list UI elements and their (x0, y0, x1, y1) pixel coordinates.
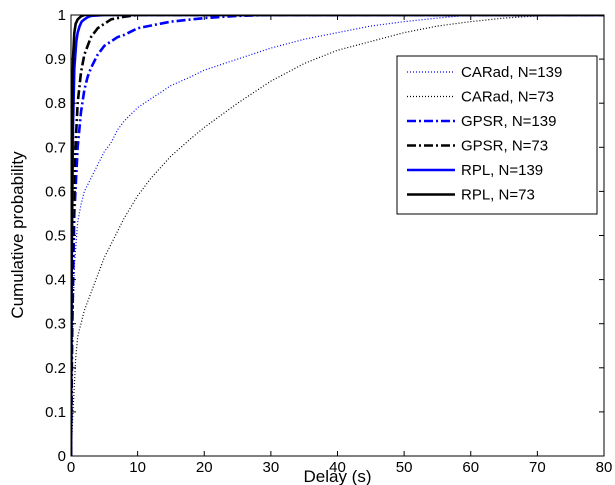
y-tick-label: 0 (58, 448, 66, 465)
y-tick-label: 0.2 (45, 360, 66, 377)
x-tick-label: 30 (263, 459, 280, 476)
x-tick-label: 80 (596, 459, 613, 476)
x-tick-label: 60 (462, 459, 479, 476)
y-tick-label: 0.5 (45, 228, 66, 245)
legend-entry-label: CARad, N=139 (461, 64, 562, 81)
x-tick-label: 40 (329, 459, 346, 476)
series-line-gpsr-n-73 (71, 15, 604, 456)
legend-box (396, 55, 598, 215)
series-layer (71, 15, 604, 456)
x-tick-label: 20 (196, 459, 213, 476)
y-tick-label: 0.4 (45, 272, 66, 289)
legend-entry-label: GPSR, N=139 (461, 113, 556, 130)
legend-entry-label: CARad, N=73 (461, 89, 554, 106)
y-tick-label: 0.3 (45, 316, 66, 333)
y-tick-label: 0.8 (45, 95, 66, 112)
legend-entry-label: GPSR, N=73 (461, 138, 548, 155)
y-tick-label: 0.1 (45, 404, 66, 421)
series-line-gpsr-n-139 (71, 15, 604, 456)
y-axis-label: Cumulative probability (8, 151, 27, 319)
legend-entry-label: RPL, N=139 (461, 162, 543, 179)
y-tick-label: 1 (58, 7, 66, 24)
x-tick-label: 0 (67, 459, 75, 476)
legend-entry-label: RPL, N=73 (461, 187, 535, 204)
y-tick-label: 0.6 (45, 183, 66, 200)
y-tick-label: 0.7 (45, 139, 66, 156)
x-axis-label: Delay (s) (303, 467, 371, 485)
y-tick-label: 0.9 (45, 51, 66, 68)
series-line-carad-n-139 (71, 15, 604, 456)
legend: CARad, N=139 CARad, N=73 GPSR, N=139 GPSR, … (396, 55, 598, 215)
series-line-rpl-n-73 (71, 15, 604, 456)
x-tick-label: 50 (396, 459, 413, 476)
ticks-layer: 0 10 20 30 40 50 60 70 80 0 0.1 0.2 0.3 0.4 0.5 0.6 0.7 0… (45, 7, 612, 476)
x-tick-label: 10 (129, 459, 146, 476)
x-tick-label: 70 (529, 459, 546, 476)
